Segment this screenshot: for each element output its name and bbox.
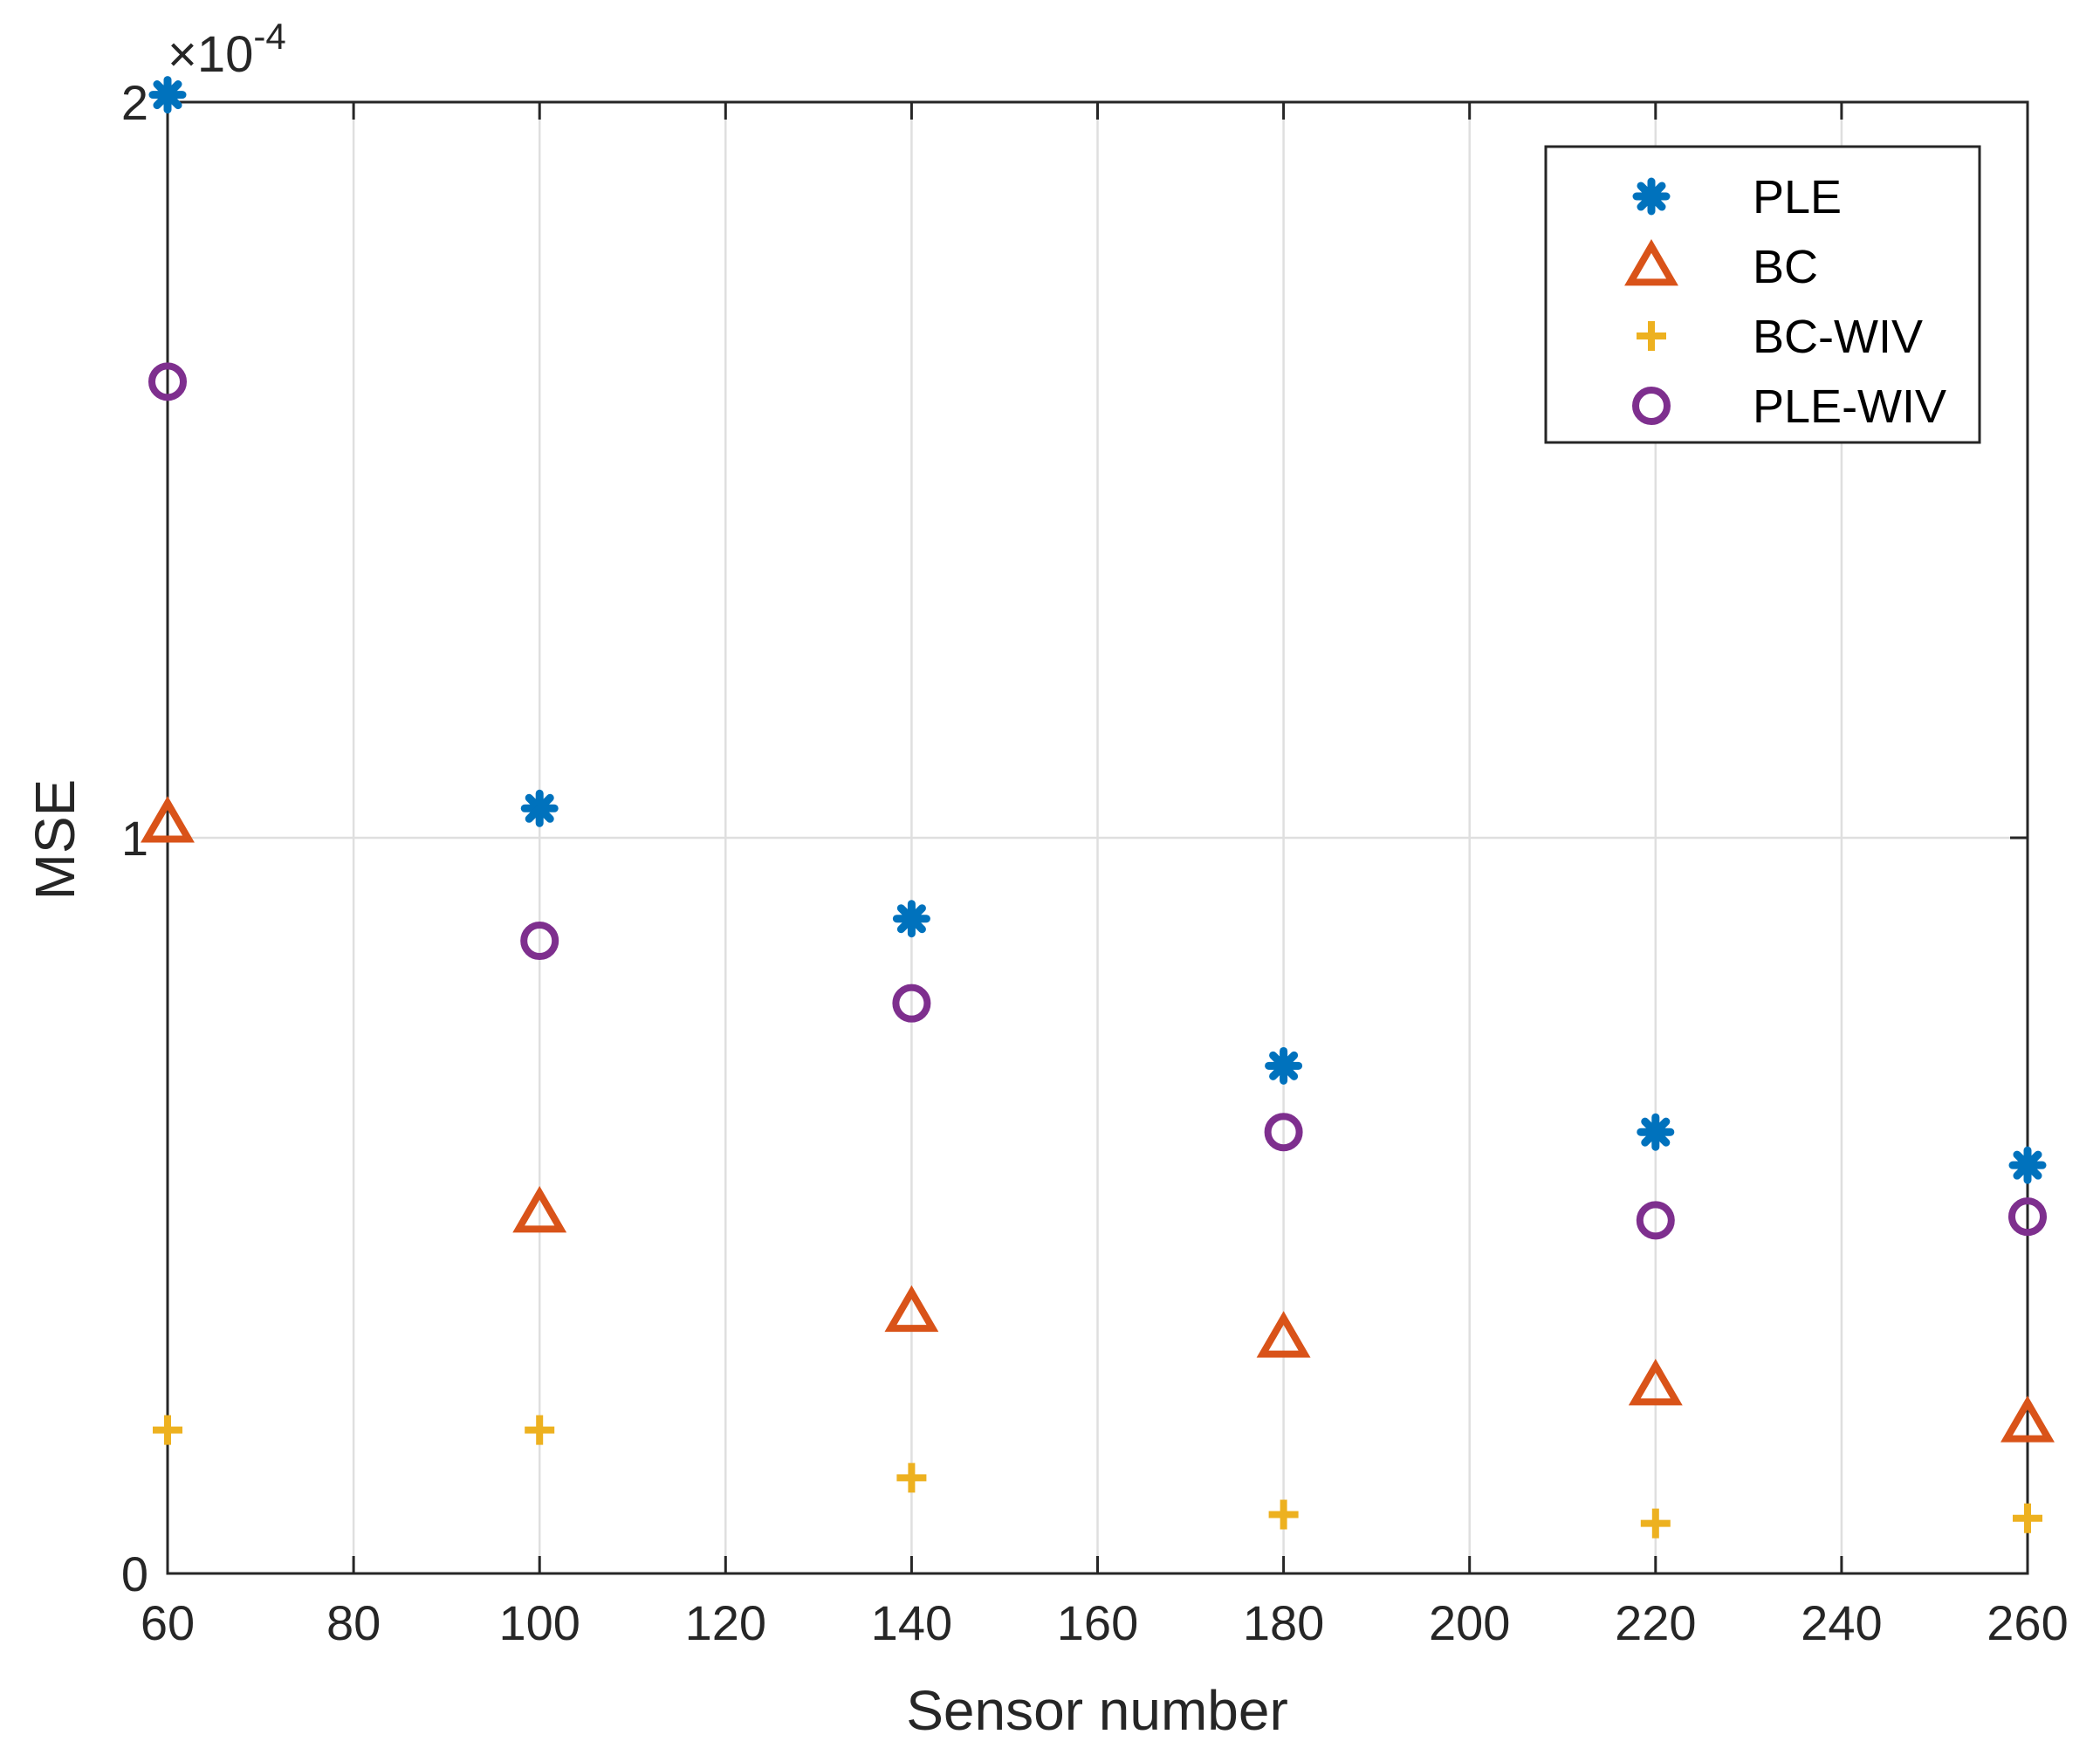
legend-marker	[1637, 321, 1666, 351]
x-tick-label: 140	[871, 1595, 952, 1650]
data-point	[141, 796, 195, 843]
data-point	[525, 1415, 555, 1445]
x-tick-label: 240	[1801, 1595, 1882, 1650]
legend-label: PLE-WIV	[1753, 380, 1946, 433]
y-tick-label: 0	[121, 1546, 148, 1601]
data-point	[520, 789, 559, 827]
legend-entry: PLE-WIV	[1632, 380, 1946, 433]
data-point	[1256, 1311, 1311, 1358]
series-bc-wiv	[153, 1415, 2042, 1539]
series-bc	[141, 796, 2055, 1443]
legend: PLE BC BC-WIV PLE-WIV	[1544, 145, 1981, 444]
series-ple-wiv	[148, 362, 2047, 1240]
x-axis-label: Sensor number	[906, 1679, 1288, 1742]
data-point	[2000, 1395, 2055, 1443]
x-tick-label: 120	[685, 1595, 766, 1650]
data-point	[2008, 1146, 2047, 1184]
legend-label: PLE	[1753, 171, 1842, 223]
exponent-label: ×10-4	[168, 16, 286, 83]
legend-label: BC-WIV	[1753, 311, 1923, 363]
y-tick-label: 2	[121, 75, 148, 130]
legend-entry: BC-WIV	[1637, 311, 1923, 363]
data-point	[896, 1463, 927, 1493]
data-point	[1628, 1359, 1683, 1406]
data-point	[148, 76, 187, 114]
series-ple	[148, 76, 2047, 1184]
x-tick-label: 60	[141, 1595, 195, 1650]
y-axis-label: MSE	[24, 779, 86, 901]
data-point	[520, 922, 559, 961]
x-tick-label: 180	[1243, 1595, 1324, 1650]
data-point	[1268, 1499, 1299, 1530]
x-tick-label: 80	[326, 1595, 381, 1650]
data-point	[892, 984, 931, 1023]
legend-label: BC	[1753, 241, 1818, 293]
data-point	[1265, 1046, 1303, 1085]
data-point	[2008, 1197, 2047, 1237]
x-tick-label: 160	[1057, 1595, 1138, 1650]
legend-marker	[1632, 177, 1671, 216]
legend-marker	[1632, 387, 1671, 425]
data-point	[2013, 1503, 2042, 1533]
data-point	[1264, 1113, 1303, 1152]
data-point	[512, 1185, 567, 1233]
data-point	[148, 362, 187, 401]
data-point	[884, 1285, 939, 1333]
exponent-power: -4	[253, 16, 285, 57]
x-tick-label: 220	[1615, 1595, 1696, 1650]
legend-entry: PLE	[1632, 171, 1842, 223]
data-point	[1640, 1508, 1671, 1539]
x-tick-label: 100	[498, 1595, 580, 1650]
legend-marker	[1624, 239, 1678, 286]
x-tick-label: 260	[1987, 1595, 2068, 1650]
legend-entry: BC	[1624, 239, 1818, 293]
data-markers	[141, 76, 2055, 1539]
svg-text:×10-4: ×10-4	[168, 16, 286, 83]
x-tick-label: 200	[1429, 1595, 1510, 1650]
data-point	[1637, 1113, 1675, 1151]
data-point	[892, 900, 930, 938]
data-point	[153, 1415, 182, 1445]
data-point	[1636, 1201, 1675, 1240]
legend-box	[1544, 145, 1981, 444]
exponent-prefix: ×10	[168, 26, 253, 83]
